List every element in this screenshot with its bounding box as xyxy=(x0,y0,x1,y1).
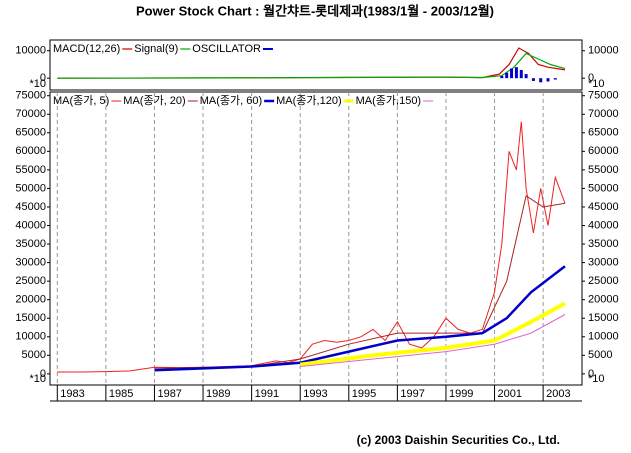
oscillator-bar xyxy=(524,74,528,79)
y-tick-label: 65000 xyxy=(588,127,619,139)
y-tick-label: 20000 xyxy=(15,294,46,306)
y-tick-label: 30000 xyxy=(15,257,46,269)
legend-label: MA(종가, 5) xyxy=(53,94,109,107)
x-tick-label: 1993 xyxy=(303,388,327,400)
y-tick-label: 55000 xyxy=(588,164,619,176)
oscillator-bar xyxy=(539,78,543,83)
y-tick-label: 45000 xyxy=(588,201,619,213)
y-tick-label: 70000 xyxy=(15,108,46,120)
x-tick-label: 1999 xyxy=(449,388,473,400)
series-line xyxy=(154,194,566,369)
y-tick-label: 75000 xyxy=(588,90,619,102)
y-tick-label: 25000 xyxy=(588,275,619,287)
y-tick-label: 25000 xyxy=(15,275,46,287)
legend-label: MA(종가, 60) xyxy=(200,94,262,107)
x-tick-label: 1991 xyxy=(255,388,279,400)
y-unit-note: *10 xyxy=(588,373,605,385)
y-unit-note: *10 xyxy=(29,78,46,90)
x-tick-label: 1987 xyxy=(157,388,181,400)
legend-label: MA(종가, 20) xyxy=(123,94,185,107)
y-tick-label: 35000 xyxy=(588,238,619,250)
chart-title: Power Stock Chart : 월간챠트-롯데제과(1983/1월 - … xyxy=(136,3,494,18)
y-tick-label: 10000 xyxy=(15,331,46,343)
y-tick-label: 20000 xyxy=(588,294,619,306)
y-tick-label: 10000 xyxy=(15,45,46,57)
x-tick-label: 1985 xyxy=(109,388,133,400)
legend-label: Signal(9) xyxy=(134,43,178,55)
y-tick-label: 50000 xyxy=(588,182,619,194)
plot-frame xyxy=(49,39,583,91)
y-tick-label: 50000 xyxy=(15,182,46,194)
y-tick-label: 60000 xyxy=(15,145,46,157)
oscillator-bar xyxy=(500,75,504,79)
oscillator-bar xyxy=(553,78,557,80)
y-tick-label: 10000 xyxy=(588,331,619,343)
series-line xyxy=(57,52,566,79)
y-tick-label: 10000 xyxy=(588,45,619,57)
y-tick-label: 15000 xyxy=(15,312,46,324)
legend-label: MACD(12,26) xyxy=(53,43,120,55)
y-tick-label: 65000 xyxy=(15,127,46,139)
y-tick-label: 5000 xyxy=(588,349,612,361)
legend-label: MA(종가,120) xyxy=(276,94,341,107)
x-tick-label: 1995 xyxy=(352,388,376,400)
legend-label: MA(종가,150) xyxy=(356,94,421,107)
y-tick-label: 15000 xyxy=(588,312,619,324)
x-tick-label: 2001 xyxy=(498,388,522,400)
oscillator-bar xyxy=(510,68,514,79)
plot-frame xyxy=(49,91,583,386)
y-tick-label: 30000 xyxy=(588,257,619,269)
y-tick-label: 60000 xyxy=(588,145,619,157)
y-tick-label: 40000 xyxy=(588,219,619,231)
series-line xyxy=(299,301,566,367)
y-tick-label: 75000 xyxy=(15,90,46,102)
y-tick-label: 0 xyxy=(588,368,594,380)
y-unit-note: *10 xyxy=(29,373,46,385)
legend-label: OSCILLATOR xyxy=(192,43,261,55)
series-line xyxy=(154,265,566,372)
series-line xyxy=(300,314,566,367)
y-tick-label: 40000 xyxy=(15,219,46,231)
oscillator-bar xyxy=(505,72,509,79)
oscillator-bar xyxy=(531,78,535,81)
x-tick-label: 2003 xyxy=(546,388,570,400)
oscillator-bar xyxy=(519,69,523,79)
y-tick-label: 0 xyxy=(588,72,594,84)
y-tick-label: 5000 xyxy=(22,349,46,361)
oscillator-bar xyxy=(546,78,550,82)
oscillator-bar xyxy=(514,67,518,79)
y-tick-label: 55000 xyxy=(15,164,46,176)
y-tick-label: 70000 xyxy=(588,108,619,120)
y-tick-label: 0 xyxy=(40,368,46,380)
y-tick-label: 45000 xyxy=(15,201,46,213)
x-tick-label: 1983 xyxy=(60,388,84,400)
y-unit-note: *10 xyxy=(588,78,605,90)
y-tick-label: 0 xyxy=(40,72,46,84)
y-tick-label: 35000 xyxy=(15,238,46,250)
x-tick-label: 1997 xyxy=(400,388,424,400)
footer: (c) 2003 Daishin Securities Co., Ltd. xyxy=(357,433,560,447)
x-tick-label: 1989 xyxy=(206,388,230,400)
